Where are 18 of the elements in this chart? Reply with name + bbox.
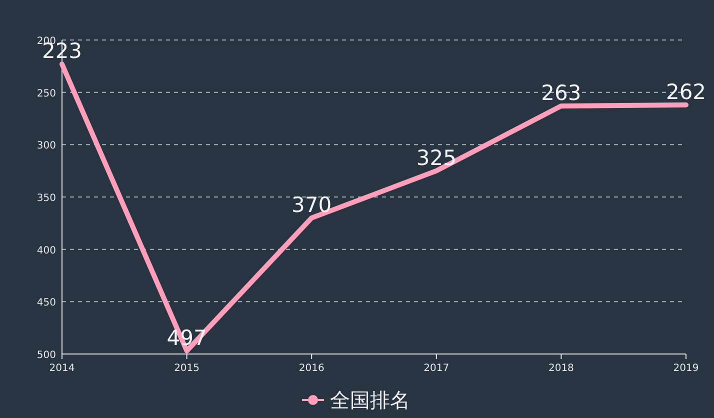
legend-label: 全国排名 <box>330 388 410 412</box>
data-label: 325 <box>416 146 456 170</box>
x-tick-label: 2015 <box>174 363 200 374</box>
x-tick-label: 2018 <box>548 363 574 374</box>
y-tick-label: 500 <box>36 350 56 361</box>
y-tick-label: 450 <box>36 298 56 309</box>
x-tick-label: 2014 <box>49 363 75 374</box>
x-tick-label: 2016 <box>298 363 324 374</box>
y-tick-label: 350 <box>36 193 56 204</box>
data-label: 263 <box>541 80 582 105</box>
y-tick-label: 400 <box>36 245 56 256</box>
x-tick-label: 2019 <box>673 363 699 374</box>
data-label: 262 <box>666 80 706 104</box>
data-label: 370 <box>292 192 332 217</box>
y-tick-label: 300 <box>36 140 56 152</box>
y-tick-label: 250 <box>36 88 56 100</box>
x-tick-label: 2017 <box>424 363 450 374</box>
legend: 全国排名 <box>302 388 410 412</box>
